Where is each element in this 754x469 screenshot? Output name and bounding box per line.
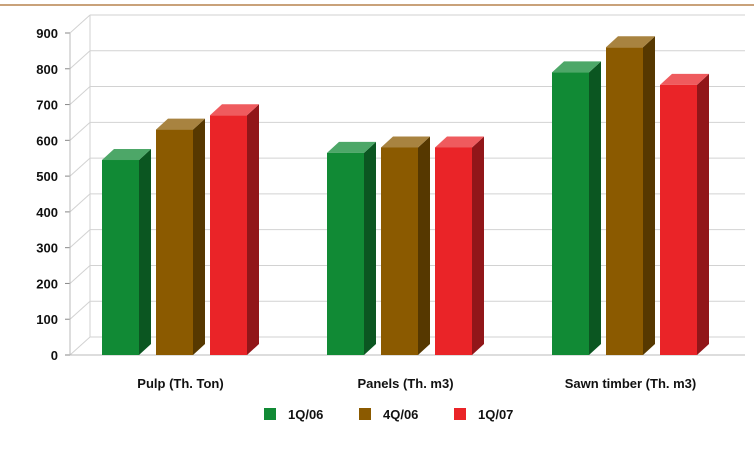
legend-swatch	[264, 408, 276, 420]
bar-side	[643, 36, 655, 356]
grid-diagonal	[69, 265, 91, 284]
legend-label: 1Q/06	[288, 407, 323, 422]
legend-swatch	[454, 408, 466, 420]
bar-side	[472, 136, 484, 355]
y-tick-label: 600	[36, 133, 58, 148]
bar-top	[327, 141, 376, 153]
grid-diagonal	[69, 86, 91, 105]
grid-diagonal	[69, 193, 91, 213]
bar-top	[606, 36, 655, 48]
bar	[660, 84, 697, 355]
y-tick-label: 300	[36, 241, 58, 256]
y-tick-label: 400	[36, 205, 58, 220]
legend-label: 1Q/07	[478, 407, 513, 422]
bar-side	[247, 104, 259, 356]
bar-top	[102, 149, 151, 161]
bar-side	[139, 149, 151, 355]
bar-top	[552, 61, 601, 73]
grid-diagonal	[69, 300, 91, 320]
x-category-label: Panels (Th. m3)	[357, 376, 453, 391]
grid-diagonal	[69, 336, 91, 356]
y-tick-label: 800	[36, 62, 58, 77]
bar	[552, 72, 589, 355]
y-tick-label: 0	[51, 348, 58, 363]
y-tick-label: 500	[36, 169, 58, 184]
bar	[606, 47, 643, 356]
y-tick-label: 100	[36, 312, 58, 327]
y-tick-label: 200	[36, 276, 58, 291]
bar-top	[435, 136, 484, 148]
grid-diagonal	[69, 14, 91, 34]
grid-diagonal	[69, 121, 91, 141]
bar	[327, 152, 364, 355]
bar	[102, 160, 139, 355]
bar-side	[193, 118, 205, 355]
legend-label: 4Q/06	[383, 407, 418, 422]
bar	[156, 129, 193, 355]
bar	[435, 147, 472, 355]
bar-top	[660, 73, 709, 85]
x-category-label: Sawn timber (Th. m3)	[565, 376, 696, 391]
bar-side	[697, 73, 709, 355]
bar-side	[364, 141, 376, 355]
y-tick-label: 900	[36, 26, 58, 41]
grid-diagonal	[69, 157, 91, 177]
bar-side	[418, 136, 430, 355]
bar-top	[156, 118, 205, 130]
grid-diagonal	[69, 50, 91, 70]
bar	[381, 147, 418, 355]
grid-diagonal	[69, 229, 91, 249]
bar-side	[589, 61, 601, 355]
bar-top	[381, 136, 430, 148]
bar	[210, 115, 247, 356]
y-tick-label: 700	[36, 98, 58, 113]
x-category-label: Pulp (Th. Ton)	[137, 376, 223, 391]
bar-top	[210, 104, 259, 116]
legend-swatch	[359, 408, 371, 420]
